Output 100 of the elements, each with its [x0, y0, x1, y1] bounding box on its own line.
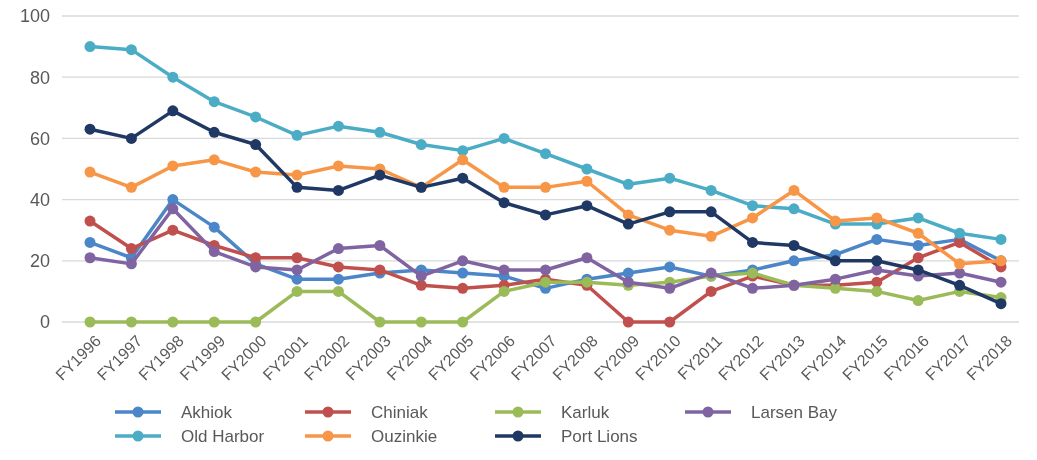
point [498, 264, 510, 276]
y-tick-label: 20 [29, 251, 50, 272]
point [995, 298, 1007, 310]
point [84, 166, 96, 178]
point [457, 282, 469, 294]
point [912, 252, 924, 264]
point [664, 224, 676, 236]
point [208, 96, 220, 108]
point [332, 184, 344, 196]
point [747, 200, 759, 212]
point [415, 279, 427, 291]
point [84, 252, 96, 264]
point [747, 236, 759, 248]
point [125, 132, 137, 144]
point [788, 184, 800, 196]
point [415, 270, 427, 282]
point [747, 212, 759, 224]
point [540, 181, 551, 193]
point [250, 252, 262, 264]
point [581, 252, 593, 264]
point [208, 154, 220, 166]
legend-label: Old Harbor [181, 426, 265, 446]
y-tick-label: 100 [19, 6, 50, 27]
legend-label: Karluk [561, 402, 610, 422]
point [622, 209, 634, 221]
point [705, 285, 717, 297]
point [705, 206, 717, 218]
point [871, 285, 883, 297]
point [125, 258, 137, 270]
point [954, 279, 966, 291]
point [332, 160, 344, 172]
legend-label: Larsen Bay [751, 402, 838, 422]
point [291, 285, 303, 297]
point [664, 261, 676, 273]
point [457, 172, 469, 184]
point [84, 316, 96, 328]
point [125, 44, 137, 56]
point [332, 285, 344, 297]
point [167, 194, 179, 206]
point [622, 218, 634, 230]
point [622, 178, 634, 190]
point [125, 181, 137, 193]
point [498, 132, 510, 144]
legend-label: Chiniak [371, 402, 429, 422]
point [540, 264, 551, 276]
point [457, 316, 469, 328]
point [912, 212, 924, 224]
point [250, 111, 262, 123]
point [954, 258, 966, 270]
point [664, 282, 676, 294]
point [871, 276, 883, 288]
point [250, 316, 262, 328]
point [540, 209, 551, 221]
legend-label: Port Lions [561, 426, 638, 446]
point [457, 154, 469, 166]
point [581, 175, 593, 187]
point [664, 206, 676, 218]
point [332, 261, 344, 273]
point [125, 243, 137, 255]
point [705, 230, 717, 242]
point [374, 240, 386, 251]
point [167, 316, 179, 328]
point [125, 316, 137, 328]
point [332, 120, 344, 132]
point [208, 246, 220, 258]
y-tick-label: 80 [29, 67, 50, 88]
point [291, 264, 303, 276]
point [995, 276, 1007, 288]
point [954, 267, 966, 279]
point [788, 255, 800, 267]
point [912, 240, 924, 251]
point [622, 316, 634, 328]
point [498, 181, 510, 193]
y-tick-label: 0 [39, 312, 50, 333]
point [871, 255, 883, 267]
point [415, 139, 427, 151]
point [291, 181, 303, 193]
point [995, 233, 1007, 245]
point [705, 184, 717, 196]
point [540, 148, 551, 160]
point [291, 129, 303, 141]
point [84, 41, 96, 53]
point [208, 126, 220, 138]
point [250, 139, 262, 151]
point [954, 227, 966, 239]
point [498, 285, 510, 297]
point [498, 197, 510, 209]
point [664, 172, 676, 184]
y-tick-label: 40 [29, 189, 50, 210]
point [829, 273, 841, 285]
point [457, 267, 469, 279]
point [167, 224, 179, 236]
point [167, 160, 179, 172]
point [457, 255, 469, 267]
point [84, 236, 96, 248]
point [374, 316, 386, 328]
point [167, 71, 179, 83]
point [788, 240, 800, 251]
point [374, 169, 386, 181]
point [415, 316, 427, 328]
